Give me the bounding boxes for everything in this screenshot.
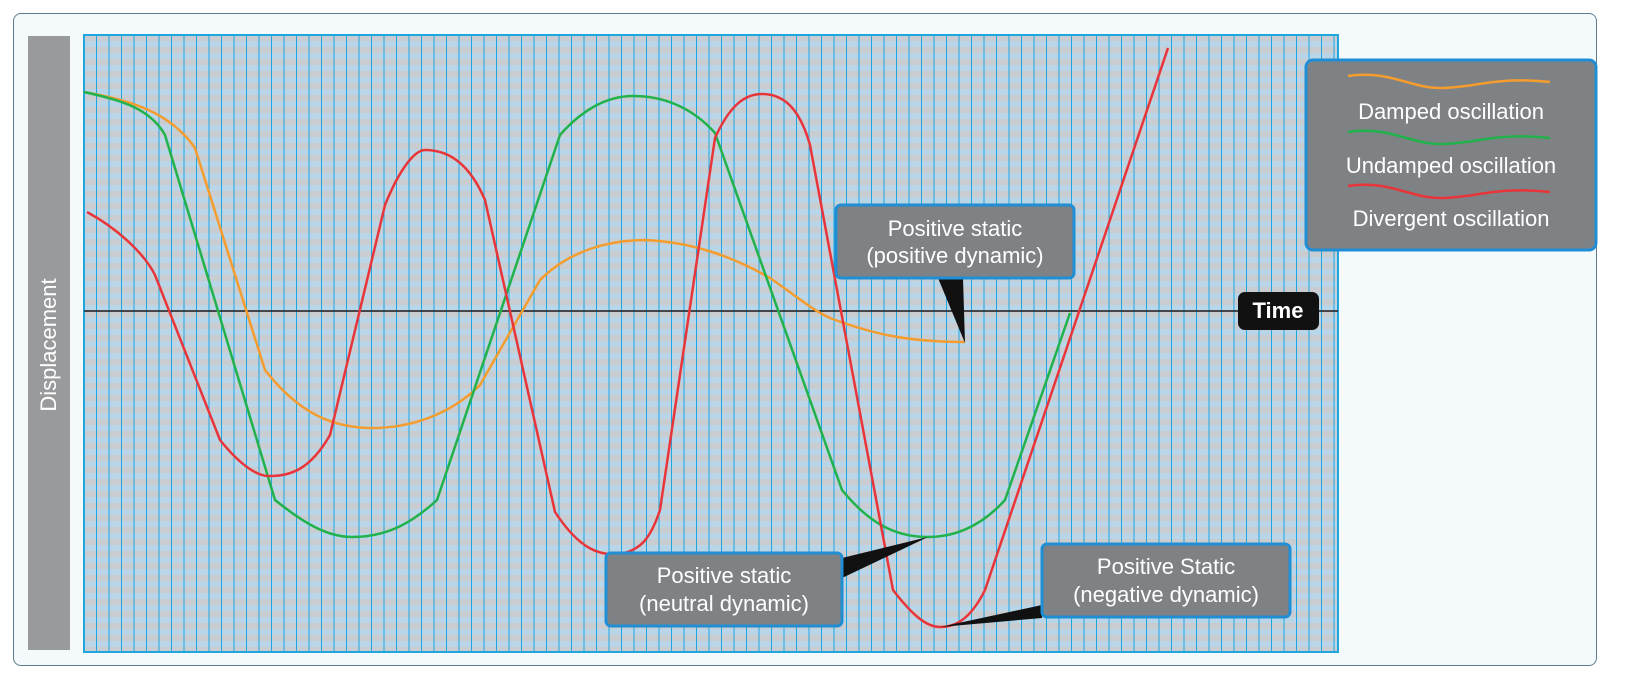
undamped-oscillation-curve <box>83 90 1072 539</box>
legend: Damped oscillation Undamped oscillation … <box>1304 58 1598 252</box>
callout-neutral-dynamic-line1: Positive static <box>657 563 792 588</box>
time-label: Time <box>1253 298 1304 323</box>
legend-label-undamped: Undamped oscillation <box>1346 153 1556 178</box>
callout-positive-dynamic: Positive static (positive dynamic) <box>834 203 1076 280</box>
legend-label-divergent: Divergent oscillation <box>1353 206 1550 231</box>
grid-border <box>83 34 1339 653</box>
legend-swatch-undamped <box>1347 129 1551 146</box>
callout-neutral-dynamic-line2: (neutral dynamic) <box>639 591 809 616</box>
legend-label-damped: Damped oscillation <box>1358 99 1544 124</box>
y-axis-label: Displacement <box>36 278 61 411</box>
legend-swatch-damped <box>1347 73 1551 90</box>
callout-negative-dynamic-line2: (negative dynamic) <box>1073 582 1259 607</box>
callout-pointer-negative-dynamic <box>940 605 1042 627</box>
callout-negative-dynamic-line1: Positive Static <box>1097 554 1235 579</box>
callout-pointer-neutral-dynamic <box>842 537 928 578</box>
callout-neutral-dynamic: Positive static (neutral dynamic) <box>604 551 844 628</box>
divergent-oscillation-curve <box>86 47 1170 629</box>
callout-positive-dynamic-line1: Positive static <box>888 216 1023 241</box>
legend-swatch-divergent <box>1347 183 1551 200</box>
y-axis-label-bar <box>28 36 70 650</box>
callout-positive-dynamic-line2: (positive dynamic) <box>866 243 1043 268</box>
callout-negative-dynamic: Positive Static (negative dynamic) <box>1040 542 1292 619</box>
time-label-badge <box>1238 292 1319 330</box>
callout-pointer-positive-dynamic <box>938 278 965 343</box>
damped-oscillation-curve <box>83 90 966 430</box>
legend-box <box>1304 58 1598 252</box>
